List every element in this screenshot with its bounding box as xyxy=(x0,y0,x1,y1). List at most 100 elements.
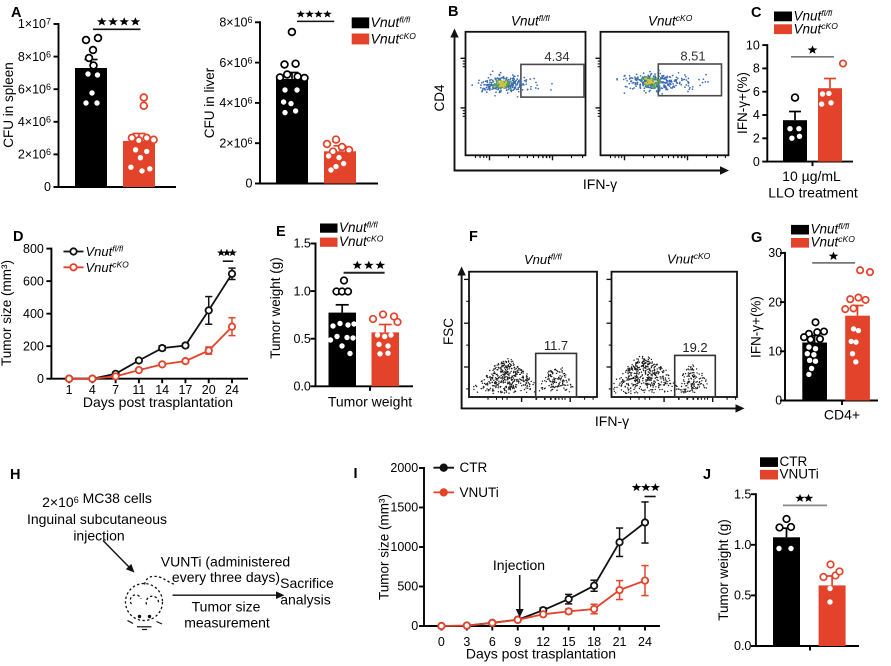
svg-text:200: 200 xyxy=(23,339,44,353)
svg-text:800: 800 xyxy=(23,242,44,256)
svg-text:0.5: 0.5 xyxy=(734,589,751,603)
svg-text:4.34: 4.34 xyxy=(544,49,569,64)
svg-text:VnutcKO: VnutcKO xyxy=(339,233,384,249)
svg-text:0: 0 xyxy=(44,180,51,194)
svg-text:CTR: CTR xyxy=(780,454,808,469)
svg-text:analysis: analysis xyxy=(280,592,331,608)
svg-text:LLO treatment: LLO treatment xyxy=(768,185,858,201)
svg-text:1.0: 1.0 xyxy=(734,538,751,552)
svg-text:24: 24 xyxy=(225,383,239,397)
svg-text:Days post trasplantation: Days post trasplantation xyxy=(83,394,233,410)
svg-text:6×106: 6×106 xyxy=(219,55,252,70)
svg-text:9: 9 xyxy=(514,635,521,649)
svg-text:17: 17 xyxy=(178,383,192,397)
svg-text:VnutcKO: VnutcKO xyxy=(648,13,693,29)
svg-text:1: 1 xyxy=(66,383,73,397)
svg-text:VnutcKO: VnutcKO xyxy=(371,30,417,46)
svg-text:Tumor size (mm³): Tumor size (mm³) xyxy=(377,494,392,600)
svg-text:11: 11 xyxy=(132,383,145,397)
svg-text:VUNTi (administered: VUNTi (administered xyxy=(161,554,290,570)
svg-text:VNUTi: VNUTi xyxy=(780,467,819,482)
svg-text:CTR: CTR xyxy=(460,460,488,475)
svg-text:VnutcKO: VnutcKO xyxy=(86,259,130,275)
svg-text:14: 14 xyxy=(155,383,169,397)
svg-text:Inguinal subcutaneous: Inguinal subcutaneous xyxy=(27,511,167,527)
svg-text:J: J xyxy=(703,467,711,483)
svg-text:2×106 MC38 cells: 2×106 MC38 cells xyxy=(42,490,152,510)
svg-text:C: C xyxy=(751,5,762,21)
svg-text:1.5: 1.5 xyxy=(734,487,751,501)
svg-text:Vnutfl/fl: Vnutfl/fl xyxy=(511,13,551,29)
svg-text:2×106: 2×106 xyxy=(18,147,51,162)
svg-text:FSC: FSC xyxy=(441,318,456,345)
svg-text:12: 12 xyxy=(536,635,550,649)
svg-text:10: 10 xyxy=(746,38,760,52)
svg-text:4×106: 4×106 xyxy=(18,115,51,130)
svg-text:4: 4 xyxy=(753,108,760,122)
svg-text:Tumor weight (g): Tumor weight (g) xyxy=(268,257,283,359)
svg-text:10: 10 xyxy=(768,345,782,359)
svg-text:Vnutfl/fl: Vnutfl/fl xyxy=(86,244,125,260)
svg-text:11.7: 11.7 xyxy=(544,338,568,353)
svg-text:F: F xyxy=(469,229,478,245)
svg-text:0: 0 xyxy=(37,372,44,386)
svg-text:2×106: 2×106 xyxy=(219,136,252,151)
svg-text:4: 4 xyxy=(89,383,96,397)
svg-text:15: 15 xyxy=(562,635,576,649)
svg-text:CFU in liver: CFU in liver xyxy=(202,67,217,138)
svg-text:IFN-γ+(%): IFN-γ+(%) xyxy=(749,296,764,358)
svg-text:Days post trasplantation: Days post trasplantation xyxy=(466,646,616,662)
svg-text:VnutcKO: VnutcKO xyxy=(794,21,839,37)
svg-text:1500: 1500 xyxy=(390,501,418,515)
svg-text:19.2: 19.2 xyxy=(682,340,707,355)
svg-text:CFU in spleen: CFU in spleen xyxy=(1,62,16,148)
svg-text:1×107: 1×107 xyxy=(18,17,51,32)
svg-text:0: 0 xyxy=(775,394,782,408)
svg-text:8: 8 xyxy=(753,62,760,76)
svg-text:30: 30 xyxy=(768,246,782,260)
svg-text:Tumor size (mm³): Tumor size (mm³) xyxy=(0,260,14,366)
svg-text:IFN-γ+(%): IFN-γ+(%) xyxy=(735,72,750,134)
svg-text:7: 7 xyxy=(112,383,119,397)
svg-text:every three days): every three days) xyxy=(172,569,280,585)
svg-text:8.51: 8.51 xyxy=(680,49,705,64)
svg-text:0: 0 xyxy=(753,155,760,169)
svg-text:8×106: 8×106 xyxy=(18,49,51,64)
svg-text:0: 0 xyxy=(438,635,445,649)
svg-text:0.0: 0.0 xyxy=(734,639,751,653)
svg-text:VnutcKO: VnutcKO xyxy=(811,234,856,250)
svg-text:IFN-γ: IFN-γ xyxy=(583,176,617,192)
svg-text:D: D xyxy=(13,229,23,245)
svg-text:0.5: 0.5 xyxy=(294,332,311,346)
svg-text:injection: injection xyxy=(73,528,124,544)
svg-text:CD4+: CD4+ xyxy=(824,407,860,423)
svg-text:CD4: CD4 xyxy=(432,84,447,111)
svg-text:A: A xyxy=(11,5,22,21)
svg-text:1000: 1000 xyxy=(390,540,418,554)
svg-text:0: 0 xyxy=(246,177,253,191)
svg-text:G: G xyxy=(751,230,762,246)
svg-text:8×106: 8×106 xyxy=(219,15,252,30)
svg-text:Vnutfl/fl: Vnutfl/fl xyxy=(371,14,412,30)
svg-text:E: E xyxy=(276,224,286,240)
svg-text:Injection: Injection xyxy=(493,557,545,573)
svg-text:2: 2 xyxy=(753,132,760,146)
svg-text:20: 20 xyxy=(768,295,782,309)
svg-text:VNUTi: VNUTi xyxy=(460,485,499,500)
svg-text:H: H xyxy=(10,467,20,483)
svg-text:6×106: 6×106 xyxy=(18,82,51,97)
svg-text:Sacrifice: Sacrifice xyxy=(280,575,334,591)
svg-text:Tumor weight: Tumor weight xyxy=(328,394,412,410)
svg-text:4×106: 4×106 xyxy=(219,96,252,111)
svg-text:2000: 2000 xyxy=(390,461,418,475)
svg-text:Tumor size: Tumor size xyxy=(192,599,261,615)
svg-text:1.5: 1.5 xyxy=(294,237,311,251)
svg-text:24: 24 xyxy=(638,635,652,649)
svg-text:20: 20 xyxy=(202,383,216,397)
svg-text:1.0: 1.0 xyxy=(294,284,311,298)
svg-text:6: 6 xyxy=(489,635,496,649)
svg-text:3: 3 xyxy=(463,635,470,649)
svg-text:measurement: measurement xyxy=(184,615,270,631)
svg-text:10 µg/mL: 10 µg/mL xyxy=(782,168,841,184)
svg-text:IFN-γ: IFN-γ xyxy=(595,413,629,429)
